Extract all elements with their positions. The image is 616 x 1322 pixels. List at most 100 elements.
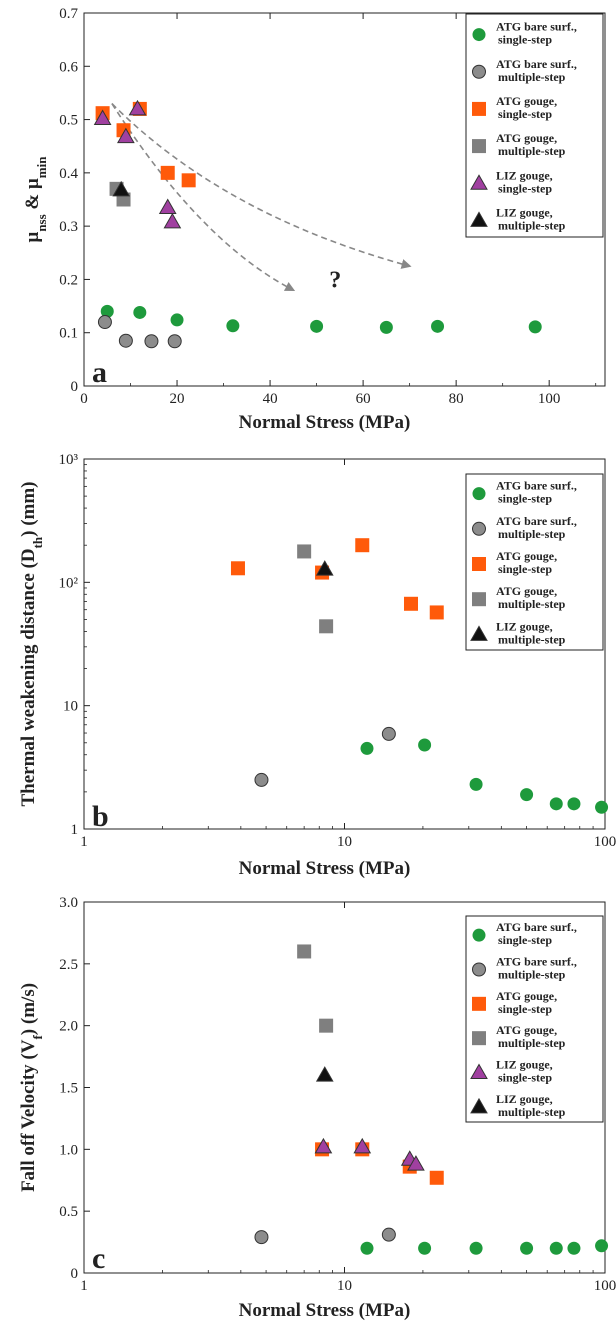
data-point — [226, 319, 240, 333]
data-point — [97, 315, 112, 330]
data-point — [429, 1170, 444, 1185]
legend-marker — [472, 521, 486, 536]
data-point — [418, 1241, 432, 1255]
x-tick-label: 100 — [538, 391, 561, 407]
legend-marker — [470, 1063, 488, 1079]
y-axis-label-subscript: th — [30, 536, 45, 548]
trend-arrow — [111, 103, 296, 292]
chart-panel-b: 1 10 100 1 10 10² 10³ Normal Stress (MPa) Therma… — [18, 452, 616, 879]
data-point — [403, 596, 418, 611]
legend-label: ATG bare surf., single-step — [496, 920, 577, 947]
legend-marker — [472, 28, 486, 42]
legend-marker — [470, 174, 488, 190]
y-tick-label: 2.5 — [59, 957, 78, 973]
legend-label: ATG gouge, multiple-step — [496, 584, 566, 611]
data-point — [128, 99, 147, 116]
legend-marker — [472, 557, 486, 571]
legend-marker — [472, 101, 486, 116]
x-axis-label: Normal Stress (MPa) — [239, 412, 411, 433]
x-tick-label: 100 — [594, 834, 616, 850]
x-axis-label: Normal Stress (MPa) — [239, 1300, 411, 1321]
series-atg-bare-surf-multiple-step — [254, 726, 396, 787]
data-point — [431, 319, 445, 333]
data-point — [181, 173, 196, 188]
y-tick-label: 0.5 — [59, 1204, 78, 1220]
x-tick-label: 100 — [594, 1278, 616, 1294]
data-point — [117, 127, 135, 144]
legend-label: ATG bare surf., single-step — [496, 20, 577, 47]
x-tick-label: 10 — [337, 834, 352, 850]
y-tick-label: 0.4 — [59, 166, 78, 182]
legend-label: ATG bare surf., multiple-step — [496, 955, 577, 982]
series-atg-gouge-single-step — [315, 1142, 444, 1185]
data-point — [310, 319, 324, 333]
data-point — [163, 212, 182, 229]
legend: ATG bare surf., single-step ATG bare surf.… — [465, 13, 604, 238]
legend: ATG bare surf., single-step ATG bare surf.… — [465, 473, 604, 651]
data-point — [381, 1227, 396, 1242]
data-point — [360, 1241, 374, 1255]
legend-marker — [472, 64, 486, 79]
y-tick-label: 0.7 — [59, 6, 78, 22]
panel-letter: a — [92, 356, 107, 389]
data-point — [319, 619, 334, 634]
legend: ATG bare surf., single-step ATG bare surf.… — [465, 915, 604, 1123]
data-point — [353, 1137, 372, 1154]
data-point — [158, 198, 177, 214]
y-axis-label-part: ) (m/s) — [18, 983, 39, 1035]
y-tick-label: 10 — [63, 699, 78, 715]
data-point — [167, 334, 182, 349]
series-liz-gouge-multiple-step — [315, 1066, 334, 1082]
series-atg-bare-surf-single-step — [360, 738, 609, 814]
data-point — [297, 544, 312, 559]
chart-panel-a: 0 20 40 60 80 100 0 0.1 0.2 0.3 0.4 0.5 0.6 0.7 Normal… — [22, 6, 606, 433]
legend-label: LIZ gouge, single-step — [496, 1058, 553, 1085]
y-axis-label-part: Thermal weakening distance (D — [18, 548, 39, 806]
data-point — [315, 560, 334, 576]
legend-marker — [470, 211, 488, 227]
series-liz-gouge-multiple-step — [315, 560, 334, 576]
y-axis-label-part: & μ — [22, 178, 43, 214]
data-point — [469, 1241, 483, 1255]
y-tick-label: 0 — [71, 379, 79, 395]
y-axis-label: Thermal weakening distance (Dth) (mm) — [18, 481, 45, 806]
x-tick-label: 40 — [263, 391, 278, 407]
y-axis-label: μnss & μmin — [22, 156, 49, 243]
x-tick-label: 1 — [80, 834, 88, 850]
data-point — [93, 109, 112, 126]
data-point — [355, 538, 370, 553]
legend-marker — [470, 625, 488, 641]
y-tick-label: 0 — [71, 1266, 79, 1282]
legend-label: LIZ gouge, multiple-step — [496, 619, 566, 646]
series-atg-gouge-multiple-step — [297, 944, 334, 1033]
data-point — [254, 1230, 269, 1245]
x-tick-label: 0 — [80, 391, 88, 407]
series-atg-gouge-single-step — [230, 538, 444, 620]
x-tick-label: 20 — [170, 391, 185, 407]
legend-label: ATG gouge, single-step — [496, 989, 557, 1016]
series-atg-bare-surf-multiple-step — [97, 315, 182, 349]
legend-label: LIZ gouge, multiple-step — [496, 1092, 566, 1119]
data-point — [429, 605, 444, 620]
data-point — [118, 333, 133, 348]
series-liz-gouge-single-step — [93, 99, 182, 229]
data-point — [170, 313, 184, 327]
panel-letter: b — [92, 800, 109, 833]
y-tick-label: 1.0 — [59, 1142, 78, 1158]
y-axis-label-part: Fall off Velocity (V — [18, 1039, 39, 1192]
data-point — [520, 788, 534, 802]
data-point — [144, 334, 159, 349]
legend-box — [465, 473, 604, 651]
legend-marker — [472, 139, 486, 154]
y-tick-label: 10³ — [59, 452, 79, 468]
legend-marker — [470, 1097, 488, 1114]
data-point — [469, 777, 483, 791]
legend-label: ATG bare surf., multiple-step — [496, 514, 577, 541]
legend-label: ATG gouge, multiple-step — [496, 131, 566, 158]
legend-marker — [472, 996, 486, 1011]
legend-label: ATG gouge, single-step — [496, 94, 557, 121]
x-tick-label: 10 — [337, 1278, 352, 1294]
y-axis-label: Fall off Velocity (Vf) (m/s) — [18, 983, 45, 1192]
data-point — [595, 1239, 609, 1253]
